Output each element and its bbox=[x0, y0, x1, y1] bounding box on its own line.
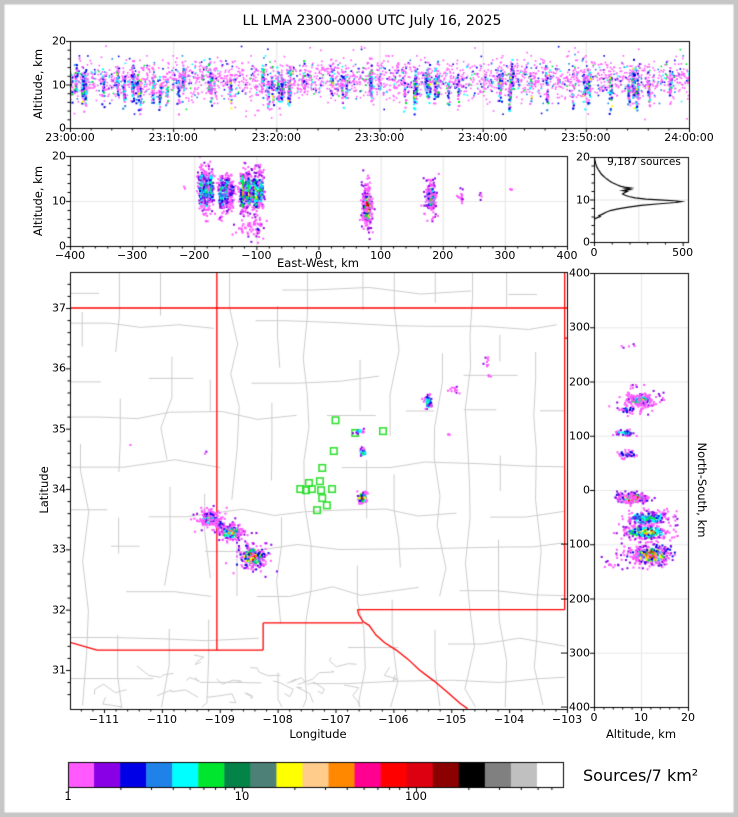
tick-label: 23:50:00 bbox=[561, 131, 611, 144]
tick-label: −104 bbox=[494, 713, 525, 726]
panel-altitude-histogram bbox=[594, 157, 688, 242]
tick-label: 20 bbox=[52, 149, 66, 163]
tick-label: 23:00:00 bbox=[45, 131, 95, 144]
tick-label: −105 bbox=[436, 713, 467, 726]
tick-label: 33 bbox=[52, 542, 66, 556]
panel-time-height bbox=[70, 41, 689, 128]
tick-label: 10 bbox=[52, 194, 66, 208]
east-west-ylabel: Altitude, km bbox=[31, 165, 45, 237]
north-south-xlabel: Altitude, km bbox=[605, 727, 677, 741]
colorbar bbox=[68, 762, 563, 787]
tick-label: 0 bbox=[59, 239, 66, 253]
tick-label: −111 bbox=[88, 713, 120, 726]
tick-label: 0 bbox=[590, 246, 598, 259]
east-west-xlabel: East-West, km bbox=[277, 256, 359, 270]
tick-label: −109 bbox=[204, 713, 235, 726]
north-south-ylabel: North-South, km bbox=[695, 442, 709, 538]
panel-map bbox=[70, 272, 567, 709]
tick-label: 400 bbox=[569, 266, 590, 280]
tick-label: 300 bbox=[569, 320, 590, 334]
colorbar-label: Sources/7 km² bbox=[583, 766, 699, 785]
tick-label: 400 bbox=[556, 249, 578, 262]
tick-label: −106 bbox=[378, 713, 409, 726]
time-height-ylabel: Altitude, km bbox=[31, 48, 45, 120]
tick-label: 1 bbox=[64, 789, 72, 803]
tick-label: 0 bbox=[583, 235, 590, 249]
tick-label: 23:30:00 bbox=[354, 131, 405, 144]
tick-label: −300 bbox=[117, 249, 148, 262]
tick-label: 100 bbox=[405, 789, 427, 803]
tick-label: 23:20:00 bbox=[251, 131, 302, 144]
tick-label: 20 bbox=[681, 711, 695, 724]
tick-label: 34 bbox=[52, 482, 66, 496]
tick-label: 36 bbox=[52, 361, 66, 375]
tick-label: −107 bbox=[320, 713, 351, 726]
tick-label: −100 bbox=[559, 537, 590, 551]
tick-label: 10 bbox=[634, 711, 648, 724]
tick-label: 200 bbox=[432, 249, 454, 262]
tick-label: 0 bbox=[59, 121, 66, 135]
tick-label: 0 bbox=[583, 483, 590, 497]
tick-label: 0 bbox=[590, 711, 598, 724]
tick-label: −110 bbox=[146, 713, 177, 726]
tick-label: 31 bbox=[52, 663, 66, 677]
tick-label: 300 bbox=[494, 249, 516, 262]
tick-label: −108 bbox=[262, 713, 293, 726]
tick-label: −400 bbox=[559, 700, 590, 714]
tick-label: 100 bbox=[569, 429, 590, 443]
tick-label: −200 bbox=[559, 592, 590, 605]
tick-label: −400 bbox=[54, 249, 86, 262]
tick-label: 24:00:00 bbox=[664, 131, 714, 144]
tick-label: 500 bbox=[672, 246, 694, 259]
tick-label: 20 bbox=[576, 150, 590, 164]
map-xlabel: Longitude bbox=[289, 727, 347, 741]
tick-label: 200 bbox=[569, 375, 590, 388]
tick-label: −300 bbox=[559, 646, 590, 660]
histogram-annotation: 9,187 sources bbox=[607, 156, 681, 168]
tick-label: 0 bbox=[315, 249, 322, 262]
tick-label: 10 bbox=[234, 789, 250, 803]
tick-label: 20 bbox=[52, 34, 66, 48]
tick-label: 10 bbox=[576, 193, 590, 206]
map-ylabel: Latitude bbox=[37, 466, 51, 514]
figure-title: LL LMA 2300-0000 UTC July 16, 2025 bbox=[242, 13, 502, 29]
tick-label: −100 bbox=[241, 249, 272, 262]
panel-north-south bbox=[594, 273, 688, 707]
tick-label: −103 bbox=[551, 713, 583, 726]
panel-east-west bbox=[70, 156, 567, 246]
tick-label: 23:10:00 bbox=[148, 131, 198, 144]
tick-label: 23:40:00 bbox=[457, 131, 508, 144]
tick-label: 35 bbox=[52, 422, 66, 436]
tick-label: 32 bbox=[52, 603, 66, 617]
tick-label: 100 bbox=[370, 249, 392, 262]
tick-label: 37 bbox=[52, 301, 66, 315]
tick-label: −200 bbox=[179, 249, 210, 262]
tick-label: 10 bbox=[52, 78, 66, 91]
